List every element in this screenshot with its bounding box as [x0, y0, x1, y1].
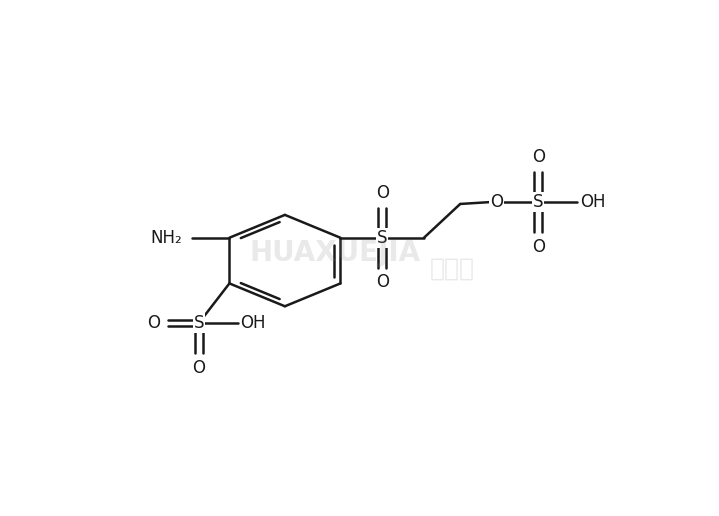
Text: O: O: [376, 273, 389, 292]
Text: S: S: [193, 314, 204, 332]
Text: 化学加: 化学加: [429, 256, 475, 281]
Text: O: O: [532, 148, 545, 166]
Text: O: O: [376, 184, 389, 202]
Text: NH₂: NH₂: [150, 229, 182, 247]
Text: OH: OH: [580, 193, 605, 211]
Text: S: S: [377, 229, 388, 247]
Text: HUAXUEJIA: HUAXUEJIA: [249, 238, 421, 267]
Text: O: O: [147, 314, 160, 332]
Text: OH: OH: [241, 314, 266, 332]
Text: S: S: [533, 193, 544, 211]
Text: O: O: [192, 359, 205, 377]
Text: O: O: [532, 238, 545, 256]
Text: O: O: [490, 193, 503, 211]
